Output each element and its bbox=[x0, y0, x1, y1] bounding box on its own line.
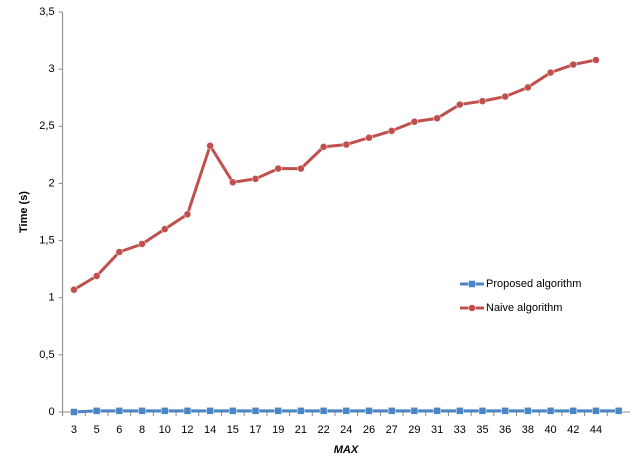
x-tick-label: 38 bbox=[522, 424, 534, 436]
x-tick-label: 15 bbox=[227, 424, 239, 436]
x-tick-label: 10 bbox=[159, 424, 171, 436]
data-point bbox=[614, 407, 623, 415]
data-point bbox=[70, 408, 78, 416]
data-point bbox=[592, 407, 600, 415]
x-tick-label: 12 bbox=[181, 424, 193, 436]
series-line bbox=[73, 58, 597, 291]
data-point bbox=[524, 407, 532, 415]
data-point bbox=[92, 407, 101, 415]
data-point bbox=[569, 60, 578, 69]
x-tick-label: 42 bbox=[567, 424, 579, 436]
data-point bbox=[501, 407, 509, 415]
data-point bbox=[274, 164, 282, 173]
data-point bbox=[115, 407, 124, 415]
data-point bbox=[410, 117, 419, 126]
x-axis-title: MAX bbox=[334, 444, 359, 456]
data-point bbox=[183, 210, 192, 219]
x-tick-label: 14 bbox=[204, 424, 216, 436]
legend-label: Naive algorithm bbox=[486, 302, 562, 314]
data-point bbox=[387, 127, 396, 135]
x-tick-label: 36 bbox=[499, 424, 511, 436]
y-tick-label: 0,5 bbox=[39, 349, 54, 361]
legend-marker bbox=[468, 304, 476, 312]
legend-label: Proposed algorithm bbox=[486, 278, 581, 290]
y-axis-title: Time (s) bbox=[18, 191, 30, 233]
data-point bbox=[115, 248, 124, 256]
x-tick-label: 29 bbox=[408, 424, 420, 436]
x-tick-label: 22 bbox=[317, 424, 329, 436]
x-tick-label: 8 bbox=[139, 424, 145, 436]
data-point bbox=[206, 141, 214, 150]
y-tick-label: 2 bbox=[48, 177, 54, 189]
data-point bbox=[456, 407, 464, 415]
x-tick-label: 33 bbox=[454, 424, 466, 436]
y-tick-label: 2,5 bbox=[39, 120, 54, 132]
data-point bbox=[183, 407, 192, 415]
y-tick-label: 0 bbox=[48, 406, 54, 418]
data-point bbox=[365, 133, 373, 142]
data-point bbox=[365, 407, 373, 415]
x-tick-label: 6 bbox=[116, 424, 122, 436]
y-tick-label: 1,5 bbox=[39, 234, 54, 246]
x-tick-label: 44 bbox=[590, 424, 602, 436]
data-point bbox=[592, 56, 600, 64]
data-point bbox=[274, 407, 282, 415]
data-point bbox=[433, 114, 441, 123]
data-point bbox=[138, 407, 146, 415]
x-tick-label: 31 bbox=[431, 424, 443, 436]
data-point bbox=[456, 100, 464, 109]
data-point bbox=[478, 97, 487, 105]
data-point bbox=[319, 143, 328, 151]
data-point bbox=[478, 407, 487, 415]
data-point bbox=[569, 407, 578, 415]
x-tick-label: 27 bbox=[386, 424, 398, 436]
data-point bbox=[251, 175, 260, 183]
data-point bbox=[410, 407, 419, 415]
x-tick-label: 5 bbox=[94, 424, 100, 436]
legend-marker bbox=[468, 280, 476, 288]
data-point bbox=[501, 92, 509, 101]
data-point bbox=[138, 240, 146, 248]
data-point bbox=[70, 285, 78, 294]
x-tick-label: 21 bbox=[295, 424, 307, 436]
x-tick-label: 19 bbox=[272, 424, 284, 436]
data-point bbox=[297, 407, 305, 415]
y-tick-label: 3,5 bbox=[39, 6, 54, 18]
data-point bbox=[387, 407, 396, 415]
x-tick-label: 3 bbox=[71, 424, 77, 436]
data-point bbox=[297, 164, 305, 173]
x-tick-label: 35 bbox=[476, 424, 488, 436]
data-point bbox=[160, 407, 169, 415]
data-point bbox=[251, 407, 260, 415]
data-point bbox=[546, 407, 555, 415]
data-point bbox=[319, 407, 328, 415]
data-point bbox=[433, 407, 441, 415]
data-point bbox=[229, 178, 237, 187]
y-tick-label: 1 bbox=[48, 292, 54, 304]
x-tick-label: 40 bbox=[544, 424, 556, 436]
data-point bbox=[92, 272, 101, 280]
x-tick-label: 24 bbox=[340, 424, 352, 436]
data-point bbox=[342, 407, 351, 415]
data-point bbox=[229, 407, 237, 415]
y-tick-label: 3 bbox=[48, 63, 54, 75]
x-tick-label: 26 bbox=[363, 424, 375, 436]
data-point bbox=[524, 83, 532, 92]
x-tick-label: 17 bbox=[249, 424, 261, 436]
data-point bbox=[206, 407, 214, 415]
data-point bbox=[546, 68, 555, 77]
data-point bbox=[342, 140, 351, 149]
data-point bbox=[160, 225, 169, 233]
